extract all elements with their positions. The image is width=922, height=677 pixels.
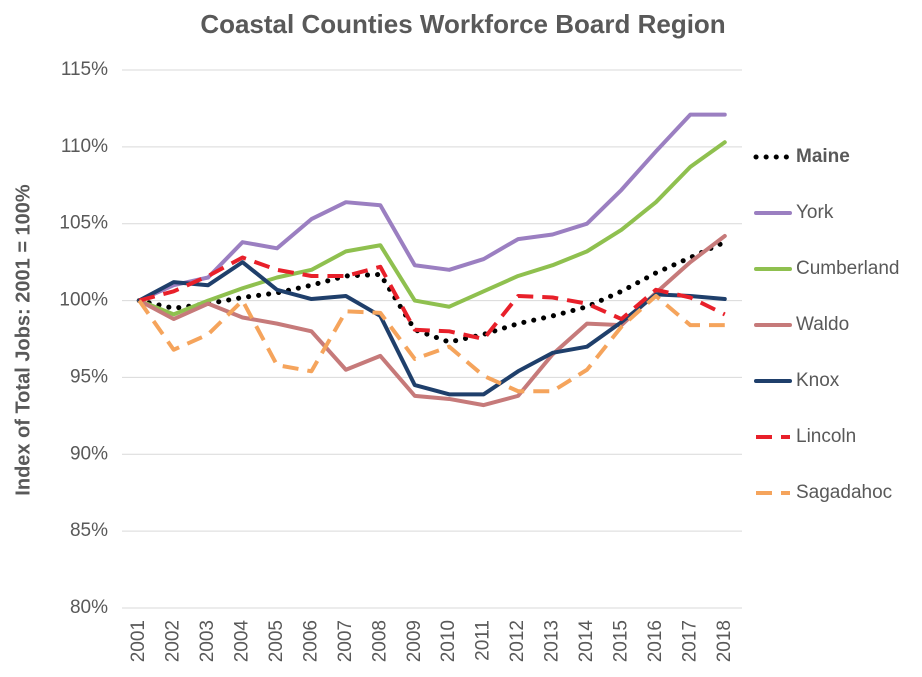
series-line	[137, 234, 727, 408]
series-line	[138, 255, 726, 341]
y-tick-label: 85%	[70, 520, 108, 541]
x-tick-label: 2006	[300, 620, 321, 662]
y-tick-label: 90%	[70, 443, 108, 464]
y-tick-label: 100%	[59, 290, 108, 311]
x-tick-label: 2008	[369, 620, 390, 662]
x-tick-label: 2018	[714, 620, 735, 662]
legend-label: Lincoln	[796, 426, 856, 447]
x-tick-label: 2001	[128, 620, 149, 662]
x-tick-label: 2014	[576, 620, 597, 663]
x-tick-label: 2012	[507, 620, 528, 662]
y-axis-label: Index of Total Jobs: 2001 = 100%	[12, 184, 34, 496]
series-line	[137, 260, 727, 397]
series-line	[137, 112, 727, 303]
x-tick-label: 2010	[438, 620, 459, 662]
x-tick-label: 2016	[645, 620, 666, 662]
legend-label: Cumberland	[796, 258, 900, 279]
legend-label: Knox	[796, 370, 840, 391]
x-tick-label: 2007	[335, 620, 356, 662]
x-tick-label: 2015	[610, 620, 631, 662]
legend-label: Maine	[796, 146, 850, 167]
y-tick-label: 95%	[70, 366, 108, 387]
legend-label: Waldo	[796, 314, 849, 335]
x-tick-label: 2002	[163, 620, 184, 662]
y-tick-label: 115%	[61, 59, 108, 80]
x-tick-label: 2003	[197, 620, 218, 662]
x-tick-label: 2005	[266, 620, 287, 662]
x-tick-label: 2009	[404, 620, 425, 662]
x-tick-label: 2013	[542, 620, 563, 662]
x-tick-label: 2011	[473, 620, 494, 661]
series-line	[136, 239, 728, 345]
legend-label: York	[796, 202, 834, 223]
y-tick-label: 105%	[59, 213, 108, 234]
x-tick-label: 2017	[679, 620, 700, 662]
x-tick-label: 2004	[232, 620, 253, 663]
series-line	[137, 293, 725, 394]
y-tick-label: 110%	[61, 136, 108, 157]
legend-label: Sagadahoc	[796, 482, 892, 503]
chart-title: Coastal Counties Workforce Board Region	[200, 9, 725, 39]
y-tick-label: 80%	[70, 597, 108, 618]
series-line	[137, 140, 727, 317]
